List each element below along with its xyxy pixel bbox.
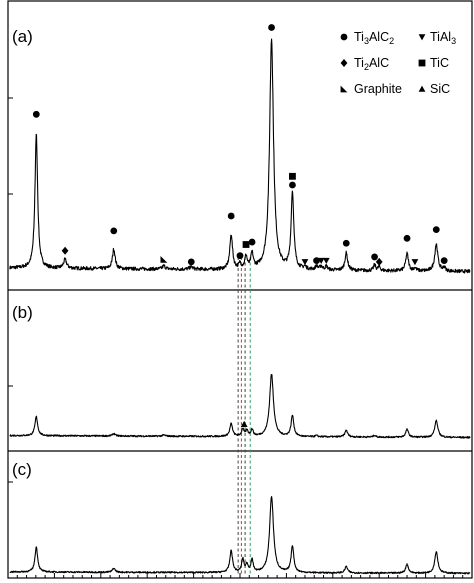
circle-marker: [371, 253, 378, 261]
panel-label-c: (c): [12, 460, 32, 479]
circle-marker: [187, 258, 195, 266]
legend-label-ti2alc: Ti2AlC: [354, 56, 389, 72]
xrd-trace-panel-3: [9, 496, 471, 575]
square-marker: [242, 241, 250, 248]
corner-legend-marker: [340, 85, 348, 93]
legend-symbol-ti3alc2: [340, 33, 348, 41]
triangle-down-marker: [317, 257, 325, 265]
phase-guide-lines: [237, 257, 251, 576]
circle-marker: [440, 257, 448, 265]
triangle-down-marker: [411, 259, 419, 266]
circle-marker: [403, 234, 411, 242]
legend-symbol-tial3: [418, 34, 426, 41]
circle-marker: [110, 227, 118, 235]
xrd-trace-panel-2: [9, 374, 471, 439]
circle-marker: [227, 212, 235, 220]
circle-marker: [432, 226, 440, 234]
phase-markers: [32, 24, 448, 427]
triangle-down-marker: [322, 257, 330, 265]
legend: Ti3AlC2 TiAl3 Ti2AlC TiC Graphite SiC: [340, 30, 456, 96]
legend-label-graphite: Graphite: [354, 82, 402, 96]
square-legend-marker: [418, 59, 426, 67]
triangle-up-marker: [240, 420, 248, 427]
legend-label-ti3alc2: Ti3AlC2: [354, 30, 394, 46]
legend-label-sic: SiC: [430, 82, 450, 96]
circle-legend-marker: [340, 33, 348, 41]
legend-symbol-tic: [418, 59, 426, 67]
corner-marker: [160, 256, 168, 263]
circle-marker: [289, 181, 296, 189]
square-marker: [289, 172, 296, 180]
legend-symbol-sic: [418, 85, 426, 92]
triangle-down-legend-marker: [418, 34, 426, 41]
legend-symbol-ti2alc: [340, 59, 348, 67]
xrd-traces: [9, 38, 471, 575]
legend-symbol-graphite: [340, 85, 348, 93]
xrd-trace-panel-1: [9, 38, 471, 274]
diamond-marker: [375, 257, 383, 266]
circle-marker: [32, 110, 40, 118]
panel-label-a: (a): [12, 27, 33, 46]
diamond-legend-marker: [340, 59, 348, 67]
circle-marker: [268, 24, 275, 31]
circle-marker: [313, 257, 320, 265]
legend-label-tic: TiC: [430, 56, 449, 70]
diamond-marker: [61, 246, 69, 255]
panel-label-b: (b): [12, 303, 33, 322]
triangle-down-marker: [301, 259, 309, 266]
circle-marker: [248, 238, 256, 246]
triangle-up-legend-marker: [418, 85, 426, 92]
circle-marker: [236, 252, 244, 260]
axis-ticks: [7, 97, 473, 578]
circle-marker: [342, 239, 350, 247]
legend-label-tial3: TiAl3: [430, 30, 456, 46]
